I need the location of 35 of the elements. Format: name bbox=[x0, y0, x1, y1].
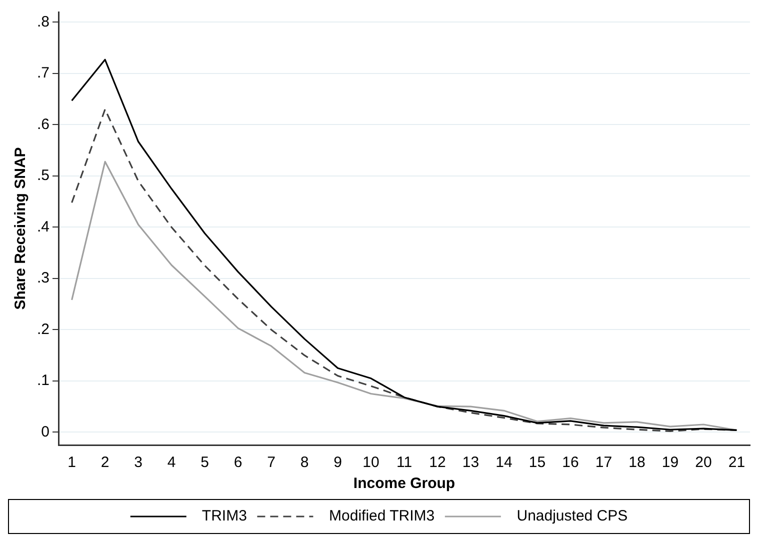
x-tick-label: 17 bbox=[595, 454, 612, 472]
x-tick-label: 10 bbox=[362, 454, 380, 472]
x-tick-label: 20 bbox=[695, 454, 712, 472]
legend-label: TRIM3 bbox=[194, 508, 247, 525]
x-tick-label: 4 bbox=[167, 454, 176, 472]
y-axis-title: Share Receiving SNAP bbox=[12, 147, 30, 310]
x-tick-label: 19 bbox=[662, 454, 679, 472]
y-tick-label: .2 bbox=[36, 320, 50, 338]
legend-label: Modified TRIM3 bbox=[320, 508, 435, 525]
x-tick-label: 15 bbox=[528, 454, 546, 472]
x-tick-label: 7 bbox=[267, 454, 276, 472]
legend-label: Unadjusted CPS bbox=[508, 508, 628, 525]
y-tick-label: .6 bbox=[36, 116, 50, 133]
x-tick-label: 16 bbox=[562, 454, 579, 472]
x-tick-label: 1 bbox=[68, 454, 76, 472]
x-tick-label: 14 bbox=[496, 454, 512, 472]
x-tick-label: 8 bbox=[300, 454, 309, 472]
x-tick-label: 18 bbox=[628, 454, 646, 472]
y-tick-label: .4 bbox=[36, 218, 50, 236]
y-tick-label: .8 bbox=[36, 13, 50, 30]
y-tick-label: 0 bbox=[41, 423, 50, 440]
x-axis-title: Income Group bbox=[353, 475, 456, 492]
x-tick-label: 12 bbox=[429, 454, 446, 472]
x-tick-label: 5 bbox=[200, 454, 209, 472]
x-tick-label: 6 bbox=[234, 454, 242, 472]
x-tick-label: 2 bbox=[100, 454, 110, 472]
y-tick-label: .7 bbox=[36, 64, 50, 82]
y-tick-label: .1 bbox=[36, 372, 50, 390]
x-tick-label: 11 bbox=[396, 454, 412, 472]
y-tick-label: .5 bbox=[36, 167, 50, 184]
x-tick-label: 3 bbox=[134, 454, 142, 472]
x-tick-label: 21 bbox=[728, 454, 746, 472]
x-tick-label: 9 bbox=[334, 454, 342, 472]
y-tick-label: .3 bbox=[36, 270, 50, 287]
x-tick-label: 13 bbox=[462, 454, 480, 472]
